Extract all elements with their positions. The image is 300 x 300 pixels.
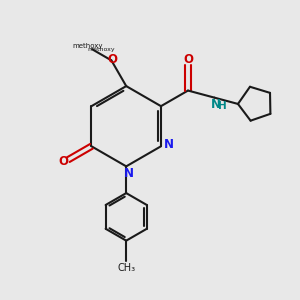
Text: O: O bbox=[58, 154, 68, 168]
Text: N: N bbox=[124, 167, 134, 180]
Text: O: O bbox=[184, 53, 194, 66]
Text: methoxy: methoxy bbox=[87, 47, 115, 52]
Text: N: N bbox=[211, 98, 220, 111]
Text: H: H bbox=[218, 101, 226, 111]
Text: O: O bbox=[107, 53, 118, 66]
Text: N: N bbox=[164, 138, 173, 151]
Text: methoxy: methoxy bbox=[72, 43, 103, 49]
Text: CH₃: CH₃ bbox=[117, 263, 135, 273]
